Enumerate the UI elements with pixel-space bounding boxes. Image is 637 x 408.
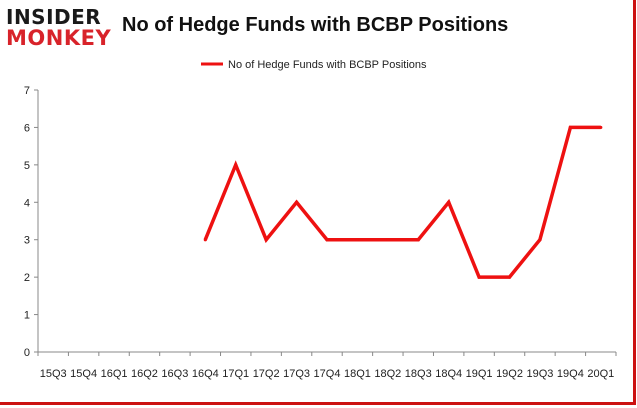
logo-text-top: INSIDER [6,5,102,29]
data-point [447,200,451,204]
series-group [203,125,603,279]
y-tick-label: 0 [24,347,30,359]
logo-text-bottom: MONKEY [6,26,112,50]
y-tick-label: 7 [24,85,30,97]
x-tick-label: 15Q3 [40,368,67,380]
chart-title: No of Hedge Funds with BCBP Positions [122,14,509,36]
x-tick-label: 17Q2 [253,368,280,380]
x-tick-label: 16Q4 [192,368,219,380]
data-point [203,238,207,242]
x-tick-label: 15Q4 [70,368,97,380]
x-tick-label: 16Q2 [131,368,158,380]
data-point [234,163,238,167]
y-tick-label: 3 [24,235,30,247]
data-point [507,275,512,279]
y-tick-label: 6 [24,122,30,134]
y-tick-label: 5 [24,160,30,172]
data-point [599,125,603,130]
data-point [538,238,542,242]
data-point [294,200,299,204]
x-tick-label: 17Q4 [314,368,341,380]
data-point [568,125,572,130]
x-tick-label: 18Q1 [344,368,371,380]
legend: No of Hedge Funds with BCBP Positions [201,59,427,71]
insider-monkey-logo: INSIDER MONKEY [6,6,112,50]
x-tick-label: 16Q1 [101,368,128,380]
x-tick-label: 18Q3 [405,368,432,380]
series-line [203,125,601,279]
x-tick-label: 16Q3 [161,368,188,380]
x-tick-label: 20Q1 [587,368,614,380]
data-point [477,275,481,279]
data-point [264,238,268,242]
x-tick-label: 19Q4 [557,368,584,380]
axes [37,90,616,353]
x-tick-label: 17Q1 [222,368,249,380]
x-axis-ticks: 15Q3 15Q4 16Q1 16Q2 16Q3 16Q4 17Q1 17Q2 17Q3 17Q4… [37,352,617,380]
x-tick-label: 19Q1 [466,368,493,380]
x-tick-label: 18Q4 [435,368,462,380]
y-tick-label: 4 [24,197,30,209]
y-tick-label: 1 [24,310,30,322]
legend-label: No of Hedge Funds with BCBP Positions [228,59,427,71]
y-axis-ticks: 0 1 2 3 4 5 6 7 [24,85,38,359]
x-tick-label: 18Q2 [374,368,401,380]
x-tick-label: 19Q3 [526,368,553,380]
y-tick-label: 2 [24,272,30,284]
x-tick-label: 17Q3 [283,368,310,380]
x-tick-label: 19Q2 [496,368,523,380]
data-point [355,238,360,242]
data-point [325,238,329,242]
data-point [386,238,390,242]
data-point [416,238,420,242]
